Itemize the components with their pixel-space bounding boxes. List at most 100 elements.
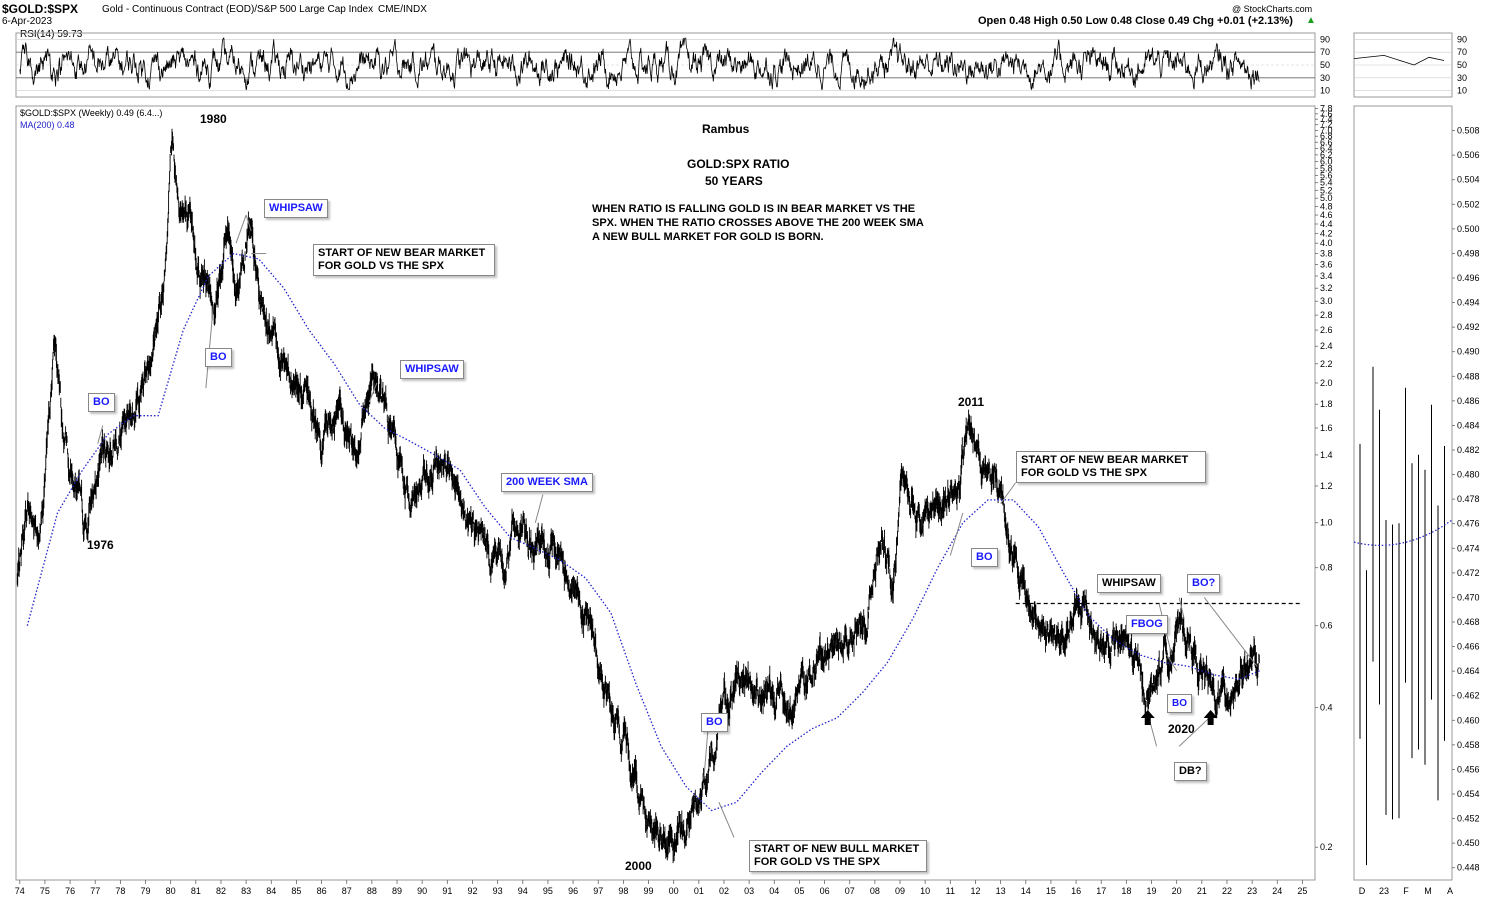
detail-rsi-line <box>1353 54 1445 66</box>
callout-pointer <box>1203 597 1258 667</box>
y-tick-label: 6.4 <box>1320 143 1333 153</box>
x-tick-label: 97 <box>593 886 603 896</box>
annotation-bo-1977: BO <box>88 393 115 412</box>
annotation-fbog: FBOG <box>1126 615 1168 634</box>
annotation-bear-1983: START OF NEW BEAR MARKET FOR GOLD VS THE… <box>313 244 495 276</box>
detail-y-tick-label: 0.498 <box>1457 248 1480 258</box>
y-tick-label: 2.4 <box>1320 341 1333 351</box>
x-tick-label: 19 <box>1147 886 1157 896</box>
detail-x-tick-label: 23 <box>1379 886 1389 896</box>
detail-rsi-tick-label: 30 <box>1457 73 1467 83</box>
x-tick-label: 25 <box>1297 886 1307 896</box>
annotation-bear-1983-line1: START OF NEW BEAR MARKET <box>318 247 486 259</box>
year-label-2000: 2000 <box>625 859 652 873</box>
up-arrow-icon <box>1203 710 1218 726</box>
y-tick-label: 6.6 <box>1320 137 1333 147</box>
callout-pointer <box>245 214 252 232</box>
x-tick-label: 90 <box>417 886 427 896</box>
y-tick-label: 3.6 <box>1320 259 1333 269</box>
detail-x-tick-label: M <box>1424 886 1432 896</box>
y-tick-label: 0.2 <box>1320 842 1333 852</box>
rsi-tick-label: 50 <box>1320 60 1330 70</box>
annotation-whipsaw-1988: WHIPSAW <box>400 360 464 379</box>
x-tick-label: 14 <box>1021 886 1031 896</box>
detail-y-tick-label: 0.468 <box>1457 617 1480 627</box>
annotation-bull-2002-line2: FOR GOLD VS THE SPX <box>754 856 880 868</box>
y-tick-label: 4.0 <box>1320 238 1333 248</box>
x-tick-label: 06 <box>820 886 830 896</box>
y-tick-label: 1.0 <box>1320 518 1333 528</box>
detail-y-tick-label: 0.502 <box>1457 199 1480 209</box>
x-tick-label: 98 <box>618 886 628 896</box>
x-tick-label: 22 <box>1222 886 1232 896</box>
detail-y-tick-label: 0.464 <box>1457 666 1480 676</box>
x-tick-label: 07 <box>845 886 855 896</box>
detail-x-tick-label: A <box>1447 886 1453 896</box>
callout-pointer <box>1166 654 1178 671</box>
rsi-tick-label: 70 <box>1320 47 1330 57</box>
annotation-bo-question-2023: BO? <box>1187 574 1221 593</box>
detail-y-tick-label: 0.494 <box>1457 298 1480 308</box>
callout-pointer <box>97 425 104 444</box>
x-tick-label: 83 <box>241 886 251 896</box>
price-bars <box>16 128 1260 864</box>
y-tick-label: 7.6 <box>1320 109 1333 119</box>
detail-y-tick-label: 0.486 <box>1457 396 1480 406</box>
y-tick-label: 1.6 <box>1320 423 1333 433</box>
x-tick-label: 04 <box>769 886 779 896</box>
rsi-tick-label: 30 <box>1320 73 1330 83</box>
y-tick-label: 2.6 <box>1320 325 1333 335</box>
x-tick-label: 01 <box>694 886 704 896</box>
x-tick-label: 81 <box>191 886 201 896</box>
main-panel-frame <box>15 105 1316 881</box>
callout-pointer <box>534 494 544 523</box>
detail-y-tick-label: 0.490 <box>1457 347 1480 357</box>
annotation-bull-2002: START OF NEW BULL MARKET FOR GOLD VS THE… <box>749 840 927 872</box>
year-label-1976: 1976 <box>87 538 114 552</box>
chart-description: Gold - Continuous Contract (EOD)/S&P 500… <box>102 4 374 15</box>
detail-y-tick-label: 0.448 <box>1457 863 1480 873</box>
y-tick-label: 5.2 <box>1320 185 1333 195</box>
year-label-2011: 2011 <box>958 395 985 409</box>
x-tick-label: 24 <box>1272 886 1282 896</box>
title-note-line3: A NEW BULL MARKET FOR GOLD IS BORN. <box>592 231 824 243</box>
x-tick-label: 20 <box>1172 886 1182 896</box>
title-ratio: GOLD:SPX RATIO <box>687 157 790 171</box>
y-tick-label: 4.4 <box>1320 219 1333 229</box>
watermark: @ StockCharts.com <box>1232 4 1313 14</box>
x-tick-label: 13 <box>996 886 1006 896</box>
x-tick-label: 79 <box>141 886 151 896</box>
x-tick-label: 85 <box>291 886 301 896</box>
detail-price-bars <box>1359 366 1445 866</box>
y-tick-label: 1.8 <box>1320 399 1333 409</box>
detail-y-tick-label: 0.482 <box>1457 445 1480 455</box>
detail-y-tick-label: 0.508 <box>1457 126 1480 136</box>
detail-rsi-tick-label: 50 <box>1457 60 1467 70</box>
x-tick-label: 89 <box>392 886 402 896</box>
y-tick-label: 0.8 <box>1320 563 1333 573</box>
detail-y-tick-label: 0.506 <box>1457 150 1480 160</box>
chart-symbol: $GOLD:$SPX <box>2 2 79 16</box>
detail-y-tick-label: 0.452 <box>1457 814 1480 824</box>
y-tick-label: 4.2 <box>1320 228 1333 238</box>
y-tick-label: 7.4 <box>1320 114 1333 124</box>
year-label-2020: 2020 <box>1168 722 1195 736</box>
detail-y-tick-label: 0.456 <box>1457 764 1480 774</box>
x-tick-label: 08 <box>870 886 880 896</box>
y-tick-label: 2.0 <box>1320 378 1333 388</box>
annotation-bear-2012: START OF NEW BEAR MARKET FOR GOLD VS THE… <box>1016 451 1206 483</box>
x-tick-label: 92 <box>467 886 477 896</box>
ohlc-arrow-icon: ▲ <box>1306 15 1316 26</box>
y-tick-label: 2.2 <box>1320 359 1333 369</box>
y-tick-label: 0.6 <box>1320 621 1333 631</box>
detail-y-tick-label: 0.484 <box>1457 420 1480 430</box>
x-tick-label: 11 <box>946 886 955 896</box>
x-tick-label: 23 <box>1247 886 1257 896</box>
x-tick-label: 95 <box>543 886 553 896</box>
detail-panel-frame <box>1353 105 1453 881</box>
title-author: Rambus <box>702 122 750 136</box>
chart-date: 6-Apr-2023 <box>2 16 53 27</box>
x-tick-label: 88 <box>367 886 377 896</box>
detail-rsi-tick-label: 70 <box>1457 47 1467 57</box>
detail-y-tick-label: 0.460 <box>1457 715 1480 725</box>
